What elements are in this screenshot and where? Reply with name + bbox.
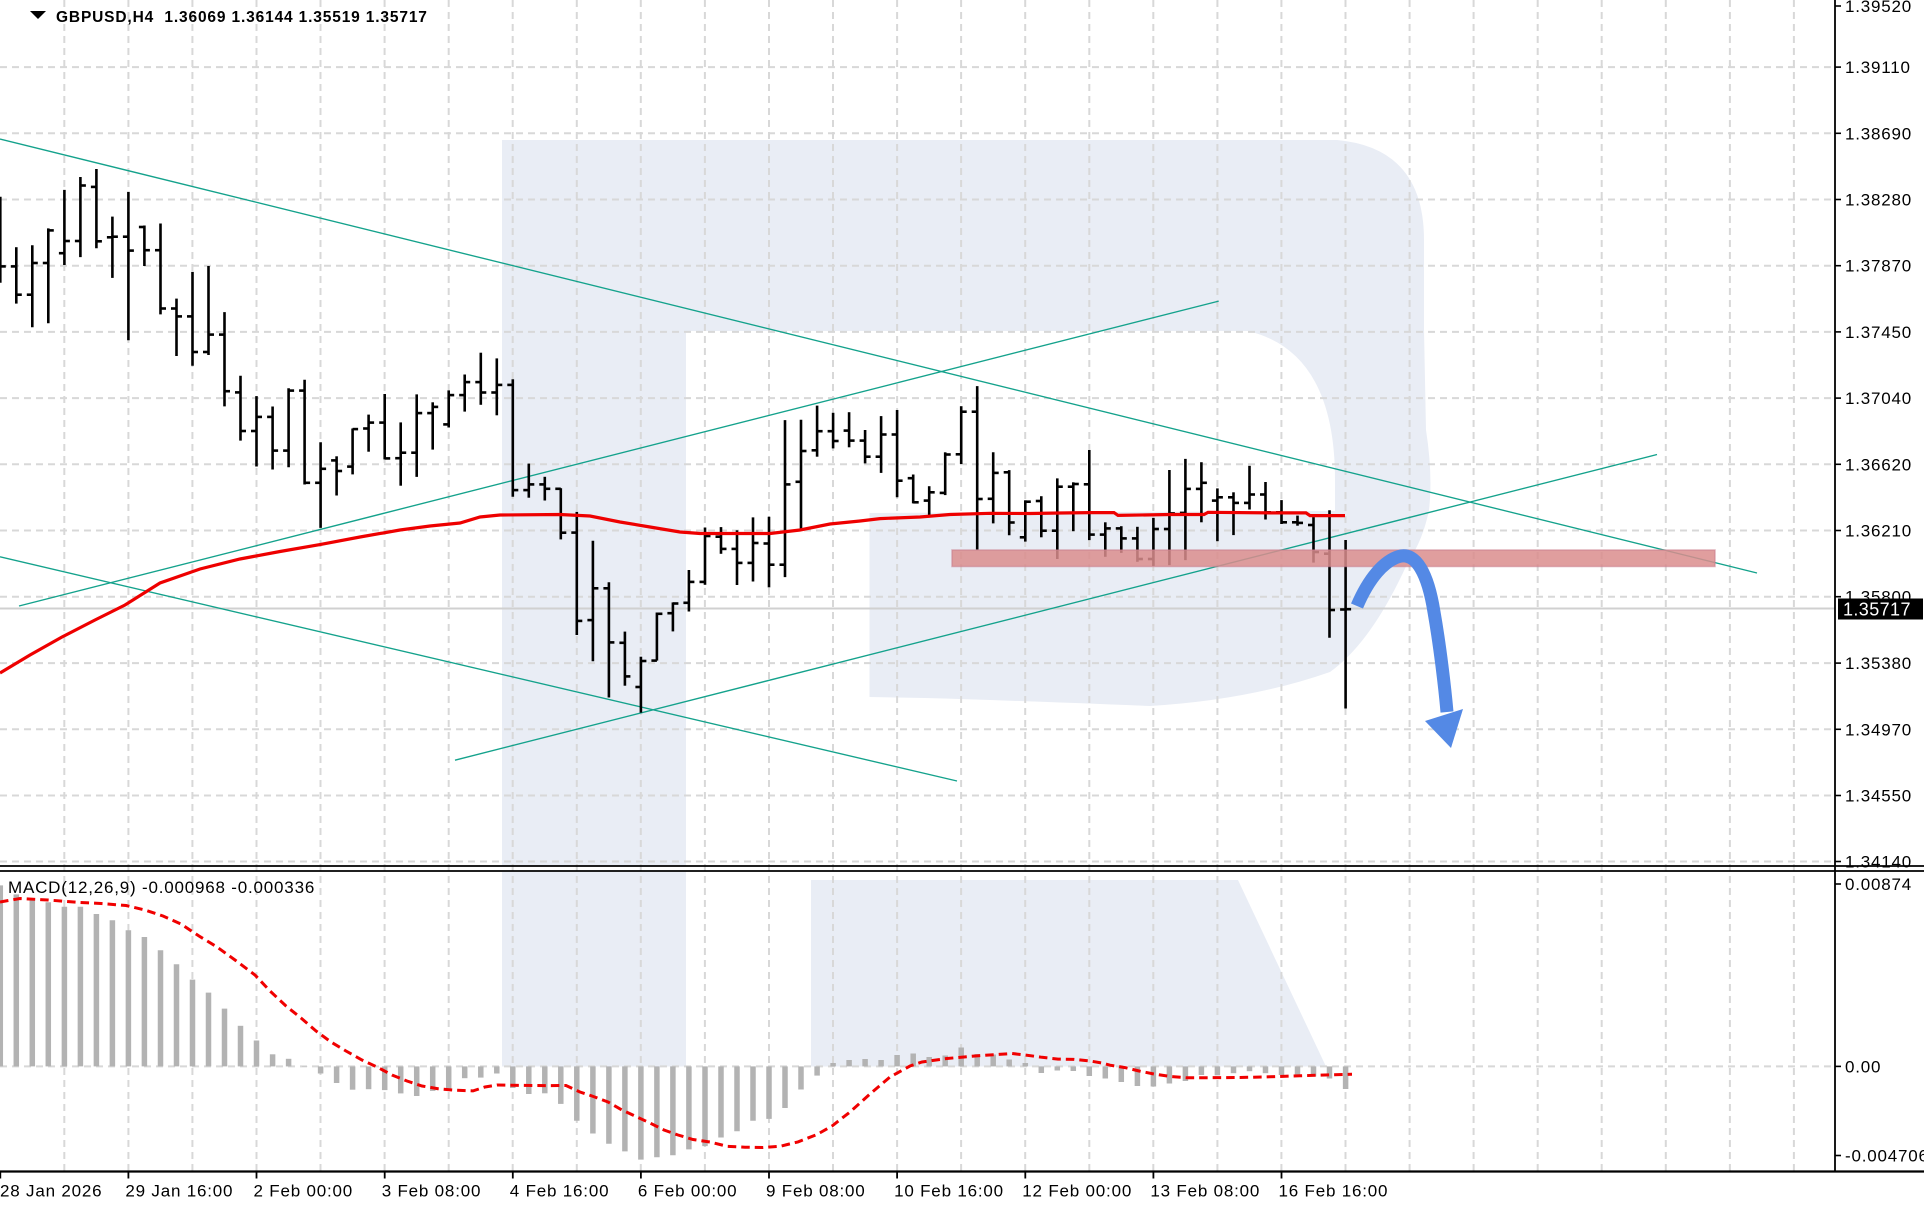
- svg-text:1.39110: 1.39110: [1845, 58, 1911, 77]
- svg-text:6 Feb 00:00: 6 Feb 00:00: [638, 1182, 738, 1201]
- svg-text:GBPUSD,H4 1.36069 1.36144 1.3: GBPUSD,H4 1.36069 1.36144 1.35519 1.3571…: [56, 9, 428, 26]
- svg-text:1.37040: 1.37040: [1845, 389, 1912, 408]
- svg-text:1.39520: 1.39520: [1845, 0, 1912, 16]
- svg-text:12 Feb 00:00: 12 Feb 00:00: [1022, 1182, 1132, 1201]
- svg-text:1.38280: 1.38280: [1845, 191, 1912, 210]
- svg-text:2 Feb 00:00: 2 Feb 00:00: [254, 1182, 354, 1201]
- svg-text:1.37870: 1.37870: [1845, 257, 1912, 276]
- svg-text:MACD(12,26,9) -0.000968 -0.000: MACD(12,26,9) -0.000968 -0.000336: [8, 878, 315, 897]
- svg-text:4 Feb 16:00: 4 Feb 16:00: [510, 1182, 610, 1201]
- svg-text:29 Jan 16:00: 29 Jan 16:00: [125, 1182, 233, 1201]
- svg-text:0.00: 0.00: [1845, 1057, 1881, 1076]
- svg-text:-0.004706: -0.004706: [1845, 1147, 1924, 1166]
- svg-text:9 Feb 08:00: 9 Feb 08:00: [766, 1182, 866, 1201]
- svg-text:28 Jan 2026: 28 Jan 2026: [0, 1182, 102, 1201]
- svg-text:0.00874: 0.00874: [1845, 875, 1912, 894]
- svg-text:1.35717: 1.35717: [1843, 600, 1911, 620]
- svg-text:1.34970: 1.34970: [1845, 720, 1912, 739]
- svg-text:10 Feb 16:00: 10 Feb 16:00: [894, 1182, 1004, 1201]
- svg-text:1.34140: 1.34140: [1845, 853, 1912, 872]
- svg-text:16 Feb 16:00: 16 Feb 16:00: [1279, 1182, 1389, 1201]
- svg-text:13 Feb 08:00: 13 Feb 08:00: [1150, 1182, 1260, 1201]
- svg-text:1.38690: 1.38690: [1845, 124, 1912, 143]
- svg-text:3 Feb 08:00: 3 Feb 08:00: [382, 1182, 482, 1201]
- svg-text:1.36620: 1.36620: [1845, 455, 1912, 474]
- svg-text:1.35380: 1.35380: [1845, 654, 1912, 673]
- svg-text:1.36210: 1.36210: [1845, 522, 1912, 541]
- svg-text:1.34550: 1.34550: [1845, 787, 1912, 806]
- svg-text:1.37450: 1.37450: [1845, 323, 1912, 342]
